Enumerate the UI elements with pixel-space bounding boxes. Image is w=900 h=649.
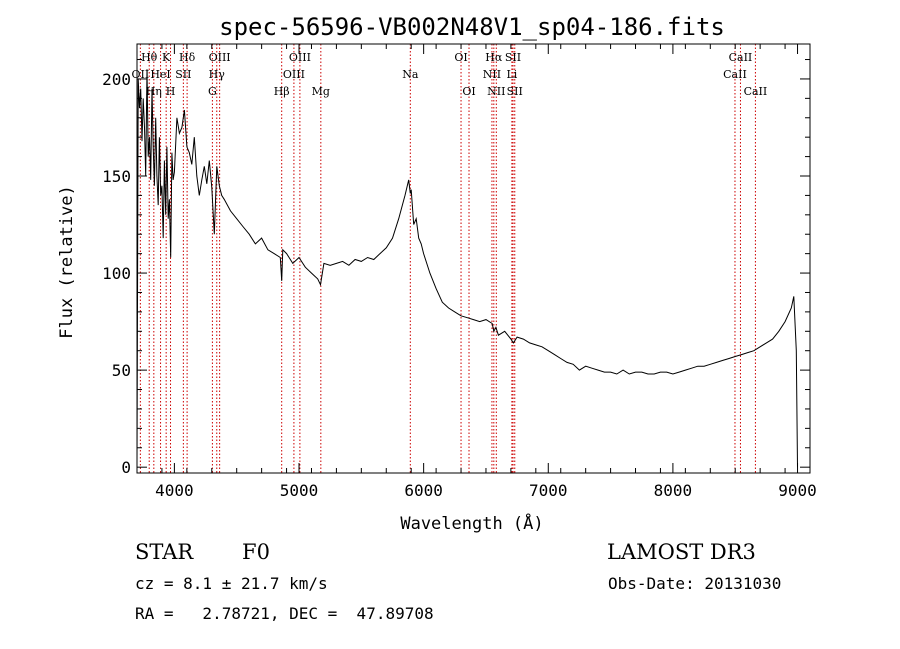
y-tick-label: 200 [102, 70, 131, 89]
line-label-hη: Hη [146, 85, 162, 98]
line-label-caii: CaII [729, 51, 753, 64]
line-label-oiii: OIII [283, 68, 305, 81]
object-subclass: F0 [242, 540, 270, 564]
x-axis-label: Wavelength (Å) [400, 512, 543, 534]
x-tick-label: 9000 [778, 481, 817, 500]
line-label-sii: SII [505, 51, 521, 64]
y-tick-label: 100 [102, 264, 131, 283]
redshift-info: cz = 8.1 ± 21.7 km/s [135, 574, 328, 593]
y-axis-ticks: 0 50 100 150 200 [102, 59, 810, 477]
line-label-caii: CaII [723, 68, 747, 81]
observation-date: Obs-Date: 20131030 [608, 574, 782, 593]
line-label-g: G [208, 85, 217, 98]
line-label-nii: NII [483, 68, 501, 81]
line-label-oiii: OIII [209, 51, 231, 64]
x-axis-ticks: 4000 5000 6000 7000 8000 9000 [136, 44, 817, 500]
line-label-hβ: Hβ [274, 85, 290, 98]
y-tick-label: 150 [102, 167, 131, 186]
x-tick-label: 8000 [654, 481, 693, 500]
line-label-hδ: Hδ [179, 51, 196, 64]
line-label-caii: CaII [744, 85, 768, 98]
line-label-oi: OI [454, 51, 467, 64]
line-label-hγ: Hγ [209, 68, 226, 81]
chart-title: spec-56596-VB002N48V1_sp04-186.fits [219, 13, 725, 41]
x-tick-label: 6000 [404, 481, 443, 500]
line-label-hei: HeI [150, 68, 170, 81]
y-tick-label: 0 [121, 458, 131, 477]
coordinates: RA = 2.78721, DEC = 47.89708 [135, 604, 434, 623]
spectrum-series-line [136, 69, 798, 468]
object-class: STAR [135, 540, 194, 564]
emission-line-markers [139, 44, 756, 473]
x-tick-label: 7000 [529, 481, 568, 500]
line-label-mg: Mg [312, 85, 330, 98]
line-label-hθ: Hθ [141, 51, 158, 64]
emission-line-labels: Hθ OII Hη K H HeI SII Hδ OIII Hγ G Hβ OIII OIII Mg Na OI… [132, 51, 768, 98]
x-tick-label: 5000 [280, 481, 319, 500]
spectrum-chart: spec-56596-VB002N48V1_sp04-186.fits Hθ OI… [57, 13, 817, 534]
y-axis-label: Flux (relative) [57, 185, 77, 339]
line-label-sii: SII [175, 68, 191, 81]
plot-frame [136, 43, 811, 474]
line-label-oii: OII [132, 68, 150, 81]
line-label-oiii: OIII [289, 51, 311, 64]
line-label-nii: NII [487, 85, 505, 98]
line-label-sii: SII [507, 85, 523, 98]
line-label-na: Na [402, 68, 419, 81]
line-label-k: K [162, 51, 171, 64]
line-label-hα: Hα [485, 51, 503, 64]
line-label-li: Li [506, 68, 517, 81]
line-label-oi: OI [462, 85, 475, 98]
survey-name: LAMOST DR3 [607, 540, 756, 564]
y-tick-label: 50 [112, 361, 131, 380]
line-label-h: H [166, 85, 176, 98]
x-tick-label: 4000 [155, 481, 194, 500]
